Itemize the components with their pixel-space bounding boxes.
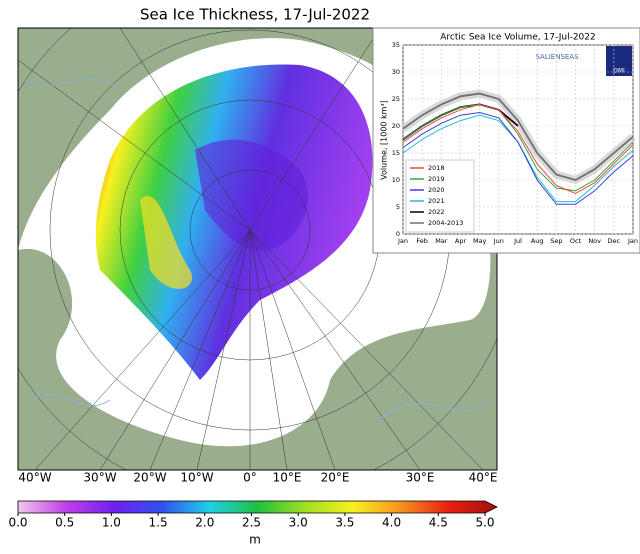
x-tick-label: Feb bbox=[416, 237, 428, 245]
longitude-label: 10°W bbox=[180, 471, 213, 485]
x-tick-label: Aug bbox=[531, 237, 544, 245]
colorbar-tick-label: 3.5 bbox=[335, 516, 354, 530]
colorbar-tick-label: 1.0 bbox=[102, 516, 121, 530]
sea-ice-thick bbox=[140, 196, 192, 289]
dmi-logo bbox=[606, 46, 632, 76]
series-line bbox=[402, 111, 634, 205]
colorbar-tick-label: 3.0 bbox=[289, 516, 308, 530]
colorbar-bar bbox=[17, 500, 498, 514]
colorbar-tick-label: 2.5 bbox=[242, 516, 261, 530]
x-tick-label: Sep bbox=[550, 237, 562, 245]
y-tick-label: 10 bbox=[392, 176, 400, 184]
colorbar-tick-label: 2.0 bbox=[195, 516, 214, 530]
x-tick-label: Jul bbox=[513, 237, 522, 245]
x-tick-label: Jan bbox=[397, 237, 408, 245]
map-title: Sea Ice Thickness, 17-Jul-2022 bbox=[140, 6, 370, 24]
depth-contour bbox=[24, 78, 491, 421]
y-tick-label: 20 bbox=[392, 122, 400, 130]
y-tick-label: 30 bbox=[392, 68, 400, 76]
series-line bbox=[402, 103, 634, 192]
legend-label: 2022 bbox=[428, 208, 445, 216]
colorbar-tick-label: 1.5 bbox=[149, 516, 168, 530]
longitude-label: 10°E bbox=[273, 471, 302, 485]
y-tick-label: 35 bbox=[392, 41, 400, 49]
inset-chart: 0 5 10 15 20 25 30 35 Jan Feb Mar Apr May Jun Jul Aug Se… bbox=[392, 41, 638, 245]
colorbar-tick-label: 5.0 bbox=[475, 516, 494, 530]
legend-label: 2018 bbox=[428, 164, 445, 172]
colorbar-tick-label: 4.5 bbox=[429, 516, 448, 530]
sea-ice-thin bbox=[195, 139, 309, 251]
x-tick-label: Dec bbox=[608, 237, 621, 245]
y-tick-label: 15 bbox=[392, 149, 400, 157]
logo: SALIENSEAS bbox=[535, 53, 579, 61]
longitude-label: 30°E bbox=[406, 471, 435, 485]
x-tick-label: Oct bbox=[570, 237, 582, 245]
longitude-label: 20°W bbox=[133, 471, 166, 485]
x-tick-label: May bbox=[473, 237, 487, 245]
dmi-text: DMI bbox=[613, 68, 625, 75]
legend-label: 2019 bbox=[428, 175, 445, 183]
longitude-label: 0° bbox=[243, 471, 257, 485]
colorbar-unit: m bbox=[249, 533, 261, 547]
series-line bbox=[402, 103, 634, 195]
colorbar-tick-label: 0.0 bbox=[8, 516, 27, 530]
y-tick-label: 25 bbox=[392, 95, 400, 103]
colorbar: m 0.0 0.5 1.0 1.5 2.0 2.5 3.0 3.5 4.0 4.5 5.0 bbox=[8, 500, 498, 547]
graticule bbox=[18, 28, 497, 470]
series-line bbox=[402, 92, 634, 181]
x-tick-label: Mar bbox=[435, 237, 448, 245]
colorbar-tick-label: 0.5 bbox=[55, 516, 74, 530]
longitude-labels: 40°W 30°W 20°W 10°W 0° 10°E 20°E 30°E 40°E bbox=[18, 471, 497, 485]
y-tick-label: 0 bbox=[396, 230, 400, 238]
longitude-label: 40°W bbox=[18, 471, 51, 485]
legend-label: 2021 bbox=[428, 197, 445, 205]
y-tick-label: 5 bbox=[396, 203, 400, 211]
x-tick-label: Jan bbox=[627, 237, 638, 245]
x-tick-label: Jun bbox=[493, 237, 504, 245]
longitude-label: 30°W bbox=[83, 471, 116, 485]
x-tick-label: Nov bbox=[588, 237, 601, 245]
y-axis-label: Volume, [1000 km³] bbox=[380, 100, 389, 180]
x-tick-label: Apr bbox=[455, 237, 467, 245]
longitude-label: 40°E bbox=[469, 471, 498, 485]
legend-label: 2020 bbox=[428, 186, 445, 194]
longitude-label: 20°E bbox=[321, 471, 350, 485]
inset-title: Arctic Sea Ice Volume, 17-Jul-2022 bbox=[440, 33, 595, 43]
legend-label: 2004-2013 bbox=[428, 219, 463, 227]
colorbar-tick-label: 4.0 bbox=[382, 516, 401, 530]
legend-box bbox=[405, 159, 475, 233]
